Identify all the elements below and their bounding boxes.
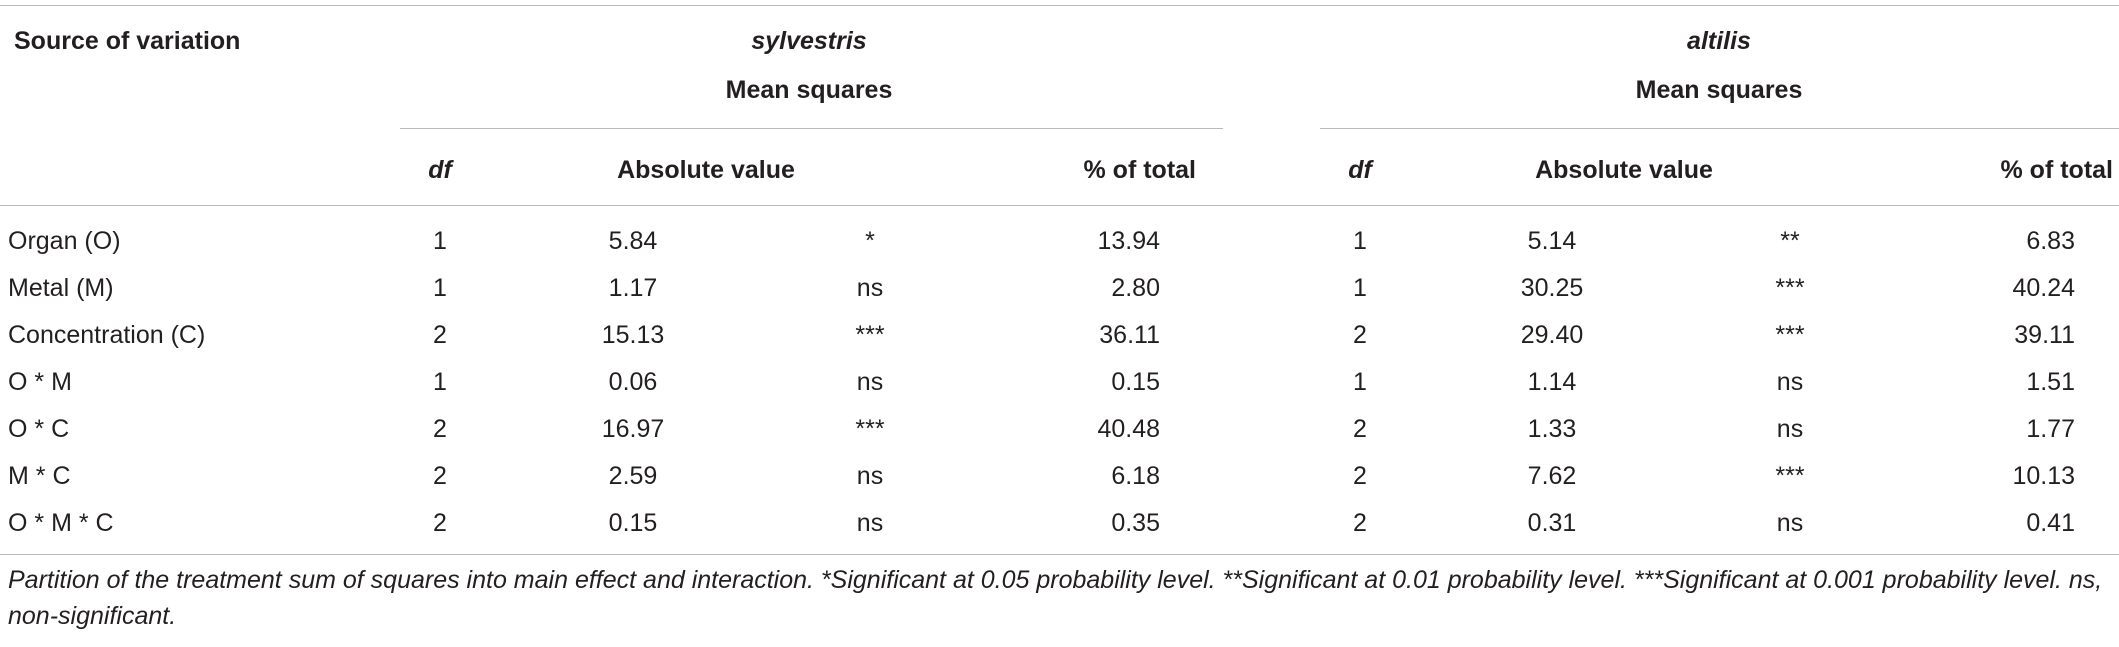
sylvestris-percent: 13.94 [1097,227,1160,255]
sylvestris-significance: *** [855,321,885,349]
row-source: Metal (M) [8,274,114,302]
sylvestris-percent: 0.35 [1111,509,1160,537]
altilis-group-title: altilis [1687,27,1751,55]
altilis-significance: ns [1776,415,1804,443]
sylvestris-group-title: sylvestris [751,27,867,55]
altilis-value: 1.33 [1527,415,1577,443]
altilis-value: 1.14 [1527,368,1577,396]
sylvestris-absolute-value-header: Absolute value [617,156,795,184]
sylvestris-value: 5.84 [608,227,658,255]
sylvestris-significance: * [865,227,875,255]
sylvestris-value: 16.97 [601,415,665,443]
altilis-value: 30.25 [1520,274,1584,302]
altilis-df: 2 [1353,462,1367,490]
sylvestris-percent: 36.11 [1099,321,1160,349]
sylvestris-significance: ns [856,462,884,490]
altilis-significance: ** [1780,227,1800,255]
sylvestris-value: 1.17 [608,274,658,302]
sylvestris-df-header: df [428,156,452,184]
sylvestris-significance: *** [855,415,885,443]
row-source: Organ (O) [8,227,121,255]
sylvestris-value: 0.15 [608,509,658,537]
table-top-rule [0,5,2119,6]
sylvestris-df: 1 [433,368,447,396]
row-source: M * C [8,462,71,490]
table-bottom-rule [0,554,2119,555]
row-source: O * M * C [8,509,114,537]
altilis-percent: 0.41 [2026,509,2075,537]
sylvestris-value: 15.13 [601,321,665,349]
altilis-percent-header: % of total [2000,156,2114,184]
sylvestris-df: 1 [433,227,447,255]
altilis-df: 1 [1353,368,1367,396]
altilis-significance: *** [1775,321,1805,349]
altilis-significance: ns [1776,368,1804,396]
sylvestris-df: 2 [433,462,447,490]
header-bottom-rule [0,205,2119,206]
sylvestris-df: 1 [433,274,447,302]
altilis-percent: 6.83 [2026,227,2075,255]
altilis-significance: ns [1776,509,1804,537]
altilis-df: 1 [1353,274,1367,302]
sylvestris-df: 2 [433,321,447,349]
sylvestris-percent: 40.48 [1097,415,1160,443]
row-source: O * M [8,368,72,396]
altilis-percent: 1.77 [2026,415,2075,443]
altilis-percent: 39.11 [2014,321,2075,349]
altilis-df: 2 [1353,509,1367,537]
altilis-percent: 40.24 [2012,274,2075,302]
row-source: O * C [8,415,70,443]
table-footnote: Partition of the treatment sum of square… [8,566,2103,630]
source-of-variation-header: Source of variation [14,27,241,55]
sylvestris-significance: ns [856,509,884,537]
sylvestris-mean-squares-label: Mean squares [725,76,893,104]
altilis-significance: *** [1775,274,1805,302]
sylvestris-percent: 0.15 [1111,368,1160,396]
sylvestris-significance: ns [856,274,884,302]
altilis-absolute-value-header: Absolute value [1535,156,1713,184]
altilis-percent: 10.13 [2012,462,2075,490]
sylvestris-percent: 2.80 [1111,274,1160,302]
sylvestris-value: 2.59 [608,462,658,490]
sylvestris-significance: ns [856,368,884,396]
row-source: Concentration (C) [8,321,206,349]
sylvestris-group-rule [400,128,1223,129]
altilis-df: 2 [1353,415,1367,443]
altilis-df-header: df [1348,156,1372,184]
altilis-mean-squares-label: Mean squares [1635,76,1803,104]
altilis-df: 1 [1353,227,1367,255]
altilis-value: 0.31 [1527,509,1577,537]
sylvestris-value: 0.06 [608,368,658,396]
altilis-significance: *** [1775,462,1805,490]
sylvestris-df: 2 [433,509,447,537]
altilis-value: 5.14 [1527,227,1577,255]
altilis-group-rule [1320,128,2119,129]
altilis-percent: 1.51 [2026,368,2075,396]
sylvestris-percent: 6.18 [1111,462,1160,490]
sylvestris-df: 2 [433,415,447,443]
altilis-value: 7.62 [1527,462,1577,490]
altilis-df: 2 [1353,321,1367,349]
sylvestris-percent-header: % of total [1083,156,1197,184]
altilis-value: 29.40 [1520,321,1584,349]
